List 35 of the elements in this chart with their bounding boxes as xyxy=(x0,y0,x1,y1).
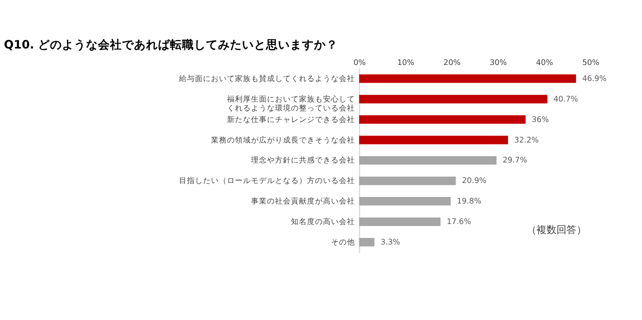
y-tick-label: 業務の領域が広がり成長できそうな会社 xyxy=(210,135,355,144)
bar xyxy=(359,238,374,246)
y-tick-label: 事業の社会貢献度が高い会社 xyxy=(250,196,355,206)
data-label: 36% xyxy=(532,114,549,124)
data-label: 20.9% xyxy=(462,176,486,186)
bar xyxy=(359,217,441,226)
bar xyxy=(359,197,451,206)
y-tick-label: その他 xyxy=(330,237,355,246)
y-tick-label: 知名度の高い会社 xyxy=(290,217,355,226)
bar xyxy=(359,176,456,186)
x-tick-label: 0% xyxy=(353,58,366,68)
y-tick-label: 給与面において家族も賛成してくれるような会社 xyxy=(178,74,355,83)
x-tick-label: 10% xyxy=(397,58,414,68)
y-tick-label: 目指したい（ロールモデルとなる）方のいる会社 xyxy=(178,176,355,186)
bar xyxy=(359,136,508,144)
y-tick-label: 福利厚生面において家族も安心してくれるような環境の整っている会社 xyxy=(226,94,355,113)
bar xyxy=(359,74,576,83)
x-tick-label: 30% xyxy=(490,58,507,68)
data-label: 40.7% xyxy=(554,94,578,104)
data-label: 3.3% xyxy=(380,237,400,246)
x-tick-label: 20% xyxy=(443,58,461,68)
y-tick-label: 理念や方針に共感できる会社 xyxy=(250,156,355,165)
bar xyxy=(359,156,496,165)
data-label: 32.2% xyxy=(514,135,539,144)
data-label: 19.8% xyxy=(456,196,482,206)
data-label: 17.6% xyxy=(446,217,472,226)
bar xyxy=(359,115,526,124)
x-tick-label: 50% xyxy=(582,58,600,68)
x-tick-label: 40% xyxy=(536,58,554,68)
annotation: （複数回答） xyxy=(526,224,587,236)
data-label: 29.7% xyxy=(502,156,528,165)
y-tick-label: 新たな仕事にチャレンジできる会社 xyxy=(226,114,355,124)
bar xyxy=(359,94,548,104)
data-label: 46.9% xyxy=(582,74,607,83)
text: Q10. どのような会社であれば転職してみたいと思いますか？ xyxy=(4,38,338,52)
